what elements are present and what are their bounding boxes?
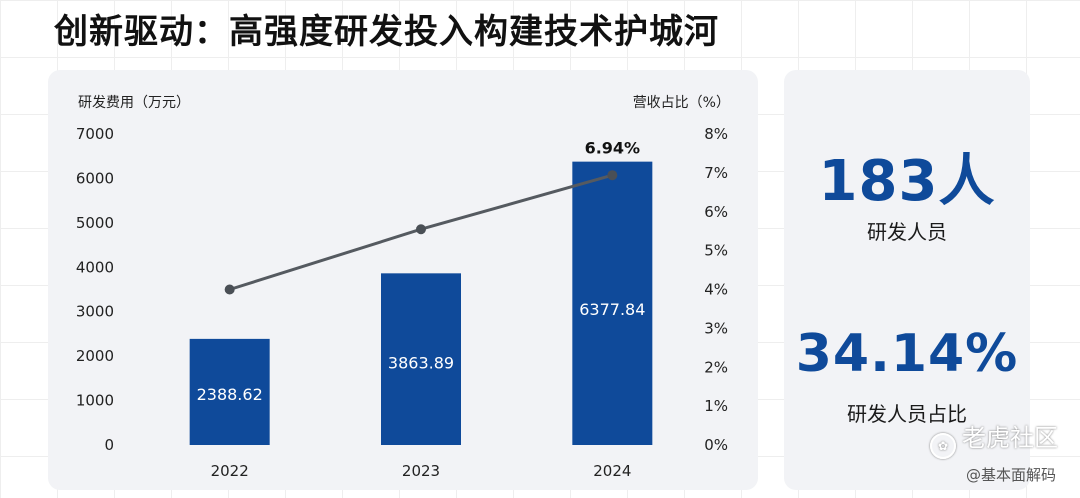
- x-axis-tick: 2022: [211, 462, 249, 480]
- bar-value-label: 2388.62: [197, 385, 263, 404]
- page-title: 创新驱动：高强度研发投入构建技术护城河: [54, 12, 719, 52]
- left-axis-tick: 6000: [76, 169, 114, 187]
- paw-icon: ✿: [930, 433, 956, 459]
- rd-staff-ratio-label: 研发人员占比: [847, 402, 967, 426]
- right-axis-tick: 1%: [704, 397, 728, 415]
- bar-value-label: 3863.89: [388, 354, 454, 373]
- stats-panel: 183人 研发人员 34.14% 研发人员占比: [784, 70, 1030, 490]
- rd-staff-count: 183人: [818, 149, 996, 214]
- chart-panel: 研发费用（万元） 营收占比（%） 0 1000 2000 3000 4000 5000 60…: [48, 70, 758, 490]
- bar: [189, 338, 270, 445]
- x-axis-tick: 2024: [593, 462, 631, 480]
- line-point: [224, 284, 235, 295]
- right-axis-tick: 5%: [704, 242, 728, 260]
- left-axis-tick: 2000: [76, 347, 114, 365]
- watermark-main-text: 老虎社区: [962, 424, 1058, 452]
- left-axis-tick: 5000: [76, 214, 114, 232]
- left-axis-title: 研发费用（万元）: [78, 95, 190, 111]
- line-point: [416, 224, 426, 235]
- latest-ratio-annotation: 6.94%: [585, 139, 641, 158]
- right-axis-tick: 6%: [704, 203, 728, 221]
- watermark-main: ✿ 老虎社区: [930, 418, 1058, 459]
- rd-staff-ratio: 34.14%: [795, 324, 1019, 384]
- bar-value-label: 6377.84: [579, 300, 645, 319]
- right-axis-title: 营收占比（%）: [633, 95, 730, 111]
- right-axis-tick: 0%: [704, 436, 728, 454]
- bar: [381, 273, 461, 445]
- x-axis-tick: 2023: [402, 462, 440, 480]
- left-axis-tick: 4000: [76, 258, 114, 276]
- rd-staff-count-label: 研发人员: [867, 220, 947, 244]
- right-axis-tick: 4%: [704, 281, 728, 299]
- watermark-sub: @基本面解码: [965, 466, 1056, 484]
- right-axis-tick: 2%: [704, 358, 728, 376]
- right-axis-tick: 7%: [704, 164, 728, 182]
- right-axis-tick: 3%: [704, 319, 728, 337]
- right-axis-tick: 8%: [704, 125, 728, 143]
- bar: [572, 161, 653, 446]
- line-point: [607, 170, 618, 181]
- combo-chart: 研发费用（万元） 营收占比（%） 0 1000 2000 3000 4000 5000 60…: [76, 95, 730, 480]
- left-axis-tick: 3000: [76, 303, 114, 321]
- left-axis-tick: 7000: [76, 125, 114, 143]
- left-axis-tick: 0: [104, 436, 114, 454]
- left-axis-tick: 1000: [76, 392, 114, 410]
